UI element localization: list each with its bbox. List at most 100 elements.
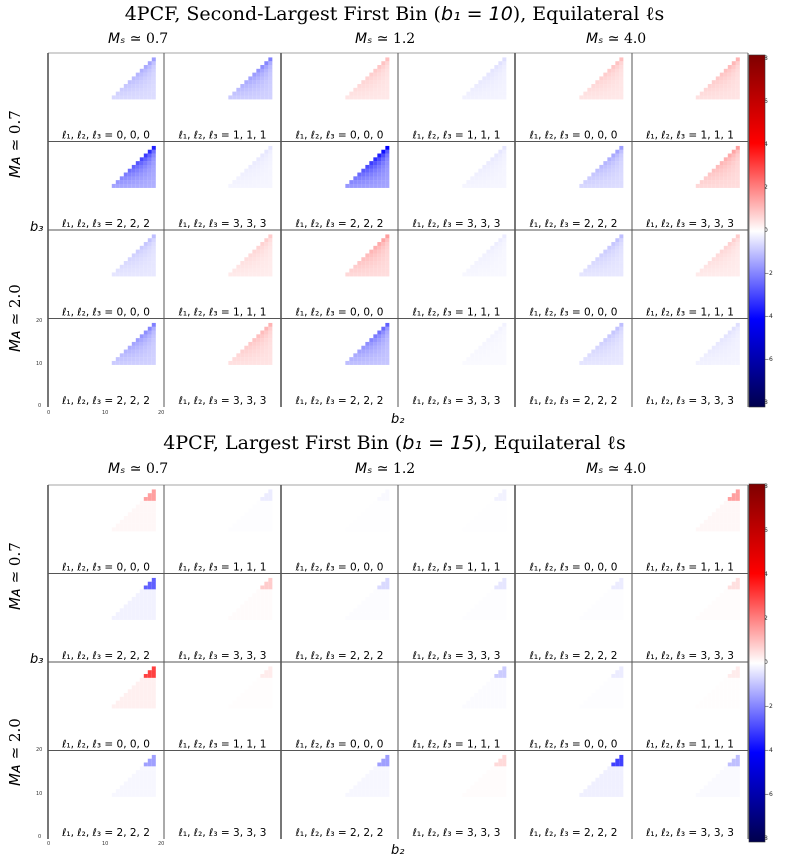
heatmap-cell	[143, 589, 148, 594]
heatmap-cell	[135, 341, 140, 346]
heatmap-cell	[147, 612, 152, 617]
heatmap-cell	[361, 785, 366, 790]
heatmap-cell	[595, 704, 600, 709]
heatmap-cell	[731, 585, 736, 590]
heatmap-cell	[385, 689, 390, 694]
heatmap-cell	[611, 264, 616, 269]
heatmap-cell	[361, 180, 366, 185]
heatmap-cell	[131, 781, 136, 786]
heatmap-cell	[711, 353, 716, 358]
heatmap-cell	[699, 792, 704, 797]
heatmap-cell	[127, 600, 132, 605]
heatmap-cell	[252, 615, 257, 620]
heatmap-cell	[731, 512, 736, 517]
heatmap-cell	[595, 700, 600, 705]
heatmap-cell	[151, 330, 156, 335]
heatmap-cell	[727, 523, 732, 528]
heatmap-cell	[135, 164, 140, 169]
heatmap-cell	[248, 512, 253, 517]
heatmap-cell	[151, 172, 156, 177]
heatmap-cell	[147, 345, 152, 350]
heatmap-cell	[268, 87, 273, 92]
heatmap-cell	[143, 508, 148, 513]
heatmap-cell	[260, 785, 265, 790]
heatmap-cell	[349, 95, 354, 100]
heatmap-cell	[385, 253, 390, 258]
heatmap-cell	[244, 512, 249, 517]
heatmap-cell	[735, 519, 740, 524]
heatmap-cell	[357, 183, 362, 188]
heatmap-cell	[361, 789, 366, 794]
heatmap-cell	[502, 677, 507, 682]
heatmap-cell	[607, 76, 612, 81]
heatmap-cell	[731, 95, 736, 100]
heatmap-cell	[264, 272, 269, 277]
heatmap-cell	[490, 615, 495, 620]
heatmap-cell	[599, 615, 604, 620]
heatmap-cell	[377, 357, 382, 362]
heatmap-cell	[147, 693, 152, 698]
heatmap-cell	[365, 781, 370, 786]
heatmap-cell	[719, 527, 724, 532]
heatmap-cell	[385, 781, 390, 786]
heatmap-cell	[502, 330, 507, 335]
heatmap-cell	[599, 272, 604, 277]
heatmap-cell	[486, 792, 491, 797]
colorbar-2-tick-m4: −4	[764, 747, 773, 754]
heatmap-cell	[474, 696, 479, 701]
heatmap-cell	[611, 183, 616, 188]
heatmap-cell	[490, 334, 495, 339]
heatmap-cell	[143, 91, 148, 96]
heatmap-cell	[139, 519, 144, 524]
heatmap-cell	[369, 257, 374, 262]
heatmap-cell	[232, 180, 237, 185]
heatmap-cell	[264, 65, 269, 70]
heatmap-cell	[478, 176, 483, 181]
heatmap-cell	[502, 72, 507, 77]
heatmap-cell	[466, 615, 471, 620]
heatmap-cell	[244, 785, 249, 790]
heatmap-cell	[240, 357, 245, 362]
heatmap-cell	[143, 527, 148, 532]
heatmap-cell	[599, 696, 604, 701]
heatmap-cell	[127, 696, 132, 701]
heatmap-cell	[381, 596, 386, 601]
heatmap-cell	[699, 527, 704, 532]
heatmap-cell	[385, 600, 390, 605]
heatmap-cell	[607, 272, 612, 277]
heatmap-cell	[385, 489, 390, 494]
heatmap-cell	[502, 500, 507, 505]
heatmap-cell	[135, 685, 140, 690]
heatmap-cell	[731, 704, 736, 709]
heatmap-cell	[252, 353, 257, 358]
heatmap-cell	[264, 249, 269, 254]
heatmap-cell	[587, 785, 592, 790]
heatmap-cell	[139, 693, 144, 698]
heatmap-cell	[482, 164, 487, 169]
heatmap-cell	[498, 183, 503, 188]
heatmap-cell	[498, 268, 503, 273]
heatmap-cell	[151, 789, 156, 794]
heatmap-cell	[502, 754, 507, 759]
heatmap-cell	[127, 777, 132, 782]
heatmap-cell	[490, 176, 495, 181]
heatmap-cell	[385, 360, 390, 365]
heatmap-cell	[482, 781, 487, 786]
heatmap-cell	[607, 615, 612, 620]
heatmap-cell	[369, 785, 374, 790]
heatmap-cell	[365, 527, 370, 532]
colorbar	[748, 54, 766, 408]
heatmap-cell	[615, 689, 620, 694]
heatmap-cell	[723, 164, 728, 169]
heatmap-cell	[252, 249, 257, 254]
heatmap-cell	[587, 95, 592, 100]
heatmap-cell	[365, 353, 370, 358]
heatmap-cell	[498, 497, 503, 502]
heatmap-cell	[735, 493, 740, 498]
heatmap-cell	[131, 689, 136, 694]
heatmap-cell	[151, 183, 156, 188]
heatmap-cell	[715, 612, 720, 617]
heatmap-cell	[147, 781, 152, 786]
heatmap-cell	[264, 589, 269, 594]
heatmap-cell	[135, 87, 140, 92]
